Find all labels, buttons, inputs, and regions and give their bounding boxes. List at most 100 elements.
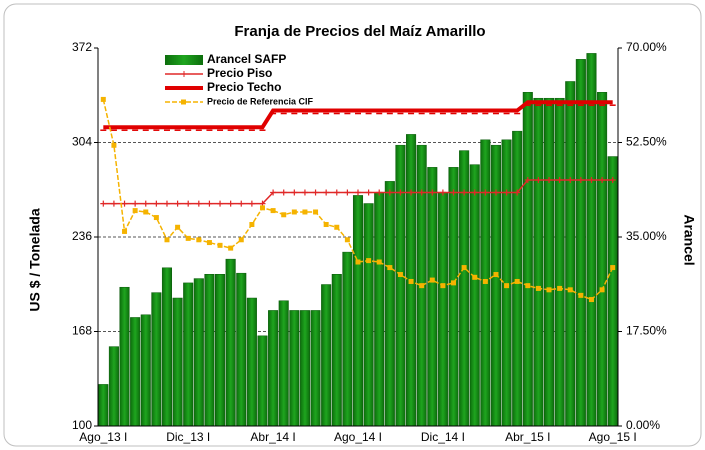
- marker: [546, 287, 552, 293]
- marker: [153, 215, 159, 221]
- x-tick-label: Dic_13 I: [166, 430, 210, 444]
- bar: [384, 181, 395, 427]
- bar: [310, 310, 321, 427]
- marker: [333, 189, 340, 196]
- bar: [512, 130, 523, 427]
- marker: [122, 228, 128, 234]
- marker: [461, 189, 468, 196]
- marker: [514, 189, 521, 196]
- bar: [565, 81, 576, 427]
- bar: [437, 192, 448, 427]
- bar: [204, 274, 215, 427]
- marker: [429, 277, 435, 283]
- bar: [215, 274, 226, 427]
- marker: [334, 224, 340, 230]
- y-tick-label: 372: [72, 40, 92, 54]
- x-tick-label: Dic_14 I: [421, 430, 465, 444]
- marker: [153, 200, 160, 207]
- bar: [299, 310, 310, 427]
- marker: [408, 278, 414, 284]
- marker: [471, 189, 478, 196]
- marker: [302, 209, 308, 215]
- x-tick-label: Abr_14 I: [250, 430, 295, 444]
- bar: [161, 267, 173, 427]
- marker: [482, 278, 488, 284]
- bar: [151, 292, 162, 427]
- marker: [535, 285, 541, 291]
- bar: [140, 314, 151, 427]
- bar: [321, 284, 332, 427]
- marker: [121, 200, 128, 207]
- marker: [493, 272, 499, 278]
- marker: [344, 189, 351, 196]
- bar: [395, 144, 406, 427]
- bar: [246, 297, 257, 427]
- marker: [557, 285, 563, 291]
- marker: [450, 189, 457, 196]
- marker: [142, 200, 149, 207]
- bar: [257, 335, 268, 427]
- marker: [206, 200, 213, 207]
- bar: [607, 156, 618, 427]
- marker: [355, 189, 361, 196]
- bar: [289, 310, 300, 427]
- marker: [440, 283, 446, 289]
- marker: [492, 189, 499, 196]
- bar: [427, 167, 438, 427]
- marker: [100, 96, 106, 102]
- legend-marker: [181, 99, 186, 105]
- marker: [386, 189, 393, 196]
- marker: [419, 283, 425, 289]
- marker: [111, 142, 117, 148]
- marker: [313, 209, 319, 215]
- bar: [363, 203, 374, 427]
- marker: [217, 242, 223, 248]
- x-tick-label: Ago_14 I: [334, 430, 382, 444]
- legend-label: Precio Techo: [207, 80, 281, 94]
- y-axis-title: US $ / Tonelada: [27, 208, 43, 311]
- marker: [567, 287, 573, 293]
- y-tick-label: 100: [72, 418, 92, 432]
- marker: [535, 177, 542, 184]
- marker: [196, 237, 202, 243]
- bar: [172, 297, 183, 427]
- marker: [588, 177, 595, 184]
- marker: [429, 189, 436, 196]
- marker: [366, 258, 372, 264]
- marker: [397, 189, 404, 196]
- bar: [597, 92, 608, 427]
- bar: [501, 139, 512, 427]
- marker: [291, 209, 297, 215]
- bar: [331, 274, 342, 427]
- marker: [503, 189, 510, 196]
- bar: [469, 164, 480, 427]
- marker: [577, 177, 584, 184]
- marker: [227, 200, 234, 207]
- bar: [278, 300, 289, 427]
- marker: [238, 200, 245, 207]
- chart-title: Franja de Precios del Maíz Amarillo: [234, 23, 485, 40]
- marker: [376, 189, 383, 196]
- line: [103, 100, 613, 130]
- bar: [119, 286, 130, 427]
- bar: [183, 282, 194, 427]
- legend-swatch: [165, 55, 203, 65]
- bar: [98, 384, 109, 427]
- marker: [525, 283, 531, 289]
- bar: [193, 278, 204, 427]
- bar: [268, 310, 279, 427]
- marker: [451, 280, 457, 286]
- marker: [472, 274, 478, 280]
- marker: [556, 177, 563, 184]
- marker: [217, 200, 224, 207]
- marker: [100, 200, 107, 207]
- y2-tick-label: 70.00%: [626, 40, 667, 54]
- marker: [418, 189, 425, 196]
- marker: [408, 189, 415, 196]
- marker: [291, 189, 298, 196]
- y-tick-label: 236: [72, 229, 92, 243]
- marker: [482, 189, 489, 196]
- bar: [130, 317, 141, 427]
- marker: [110, 200, 117, 207]
